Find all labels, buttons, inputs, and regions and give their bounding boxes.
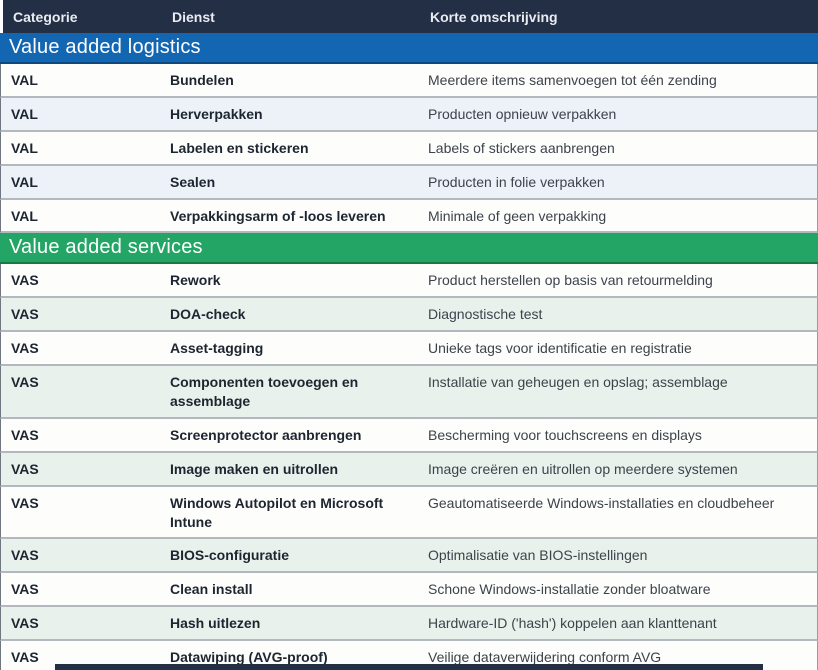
table-body: Value added logistics VAL Bundelen Meerd…: [0, 33, 818, 670]
cell-dienst: BIOS-configuratie: [170, 547, 290, 564]
cell-dienst: Sealen: [170, 173, 216, 190]
cell-categorie: VAS: [11, 581, 39, 598]
cell-categorie: VAL: [11, 173, 38, 190]
cell-dienst: Asset-tagging: [170, 340, 264, 357]
cell-categorie: VAS: [11, 547, 39, 564]
cell-omschrijving: Unieke tags voor identificatie en regist…: [428, 340, 692, 357]
cell-dienst: Windows Autopilot en Microsoft Intune: [170, 494, 384, 530]
cell-dienst: Herverpakken: [170, 105, 263, 122]
cell-categorie: VAL: [11, 207, 38, 224]
cell-omschrijving: Producten opnieuw verpakken: [428, 105, 617, 122]
table-row: VAS Componenten toevoegen en assemblage …: [0, 366, 818, 419]
cell-omschrijving: Producten in folie verpakken: [428, 173, 605, 190]
cell-omschrijving: Veilige dataverwijdering conform AVG: [428, 649, 662, 666]
table-row: VAS DOA-check Diagnostische test: [0, 298, 818, 333]
table-row: VAL Herverpakken Producten opnieuw verpa…: [0, 97, 818, 132]
cell-dienst: Labelen en stickeren: [170, 139, 309, 156]
bottom-partial-bar: [55, 664, 763, 670]
table-row: VAS Windows Autopilot en Microsoft Intun…: [0, 486, 818, 540]
cell-dienst: Componenten toevoegen en assemblage: [170, 374, 359, 410]
section-header: Value added logistics: [0, 33, 818, 64]
cell-dienst: Datawiping (AVG-proof): [170, 649, 328, 666]
table-row: VAL Labelen en stickeren Labels of stick…: [0, 131, 818, 166]
cell-omschrijving: Installatie van geheugen en opslag; asse…: [428, 374, 728, 391]
table-row: VAS Asset-tagging Unieke tags voor ident…: [0, 332, 818, 367]
column-header-korte-omschrijving: Korte omschrijving: [430, 8, 558, 25]
column-header-dienst: Dienst: [172, 8, 215, 25]
cell-omschrijving: Minimale of geen verpakking: [428, 207, 607, 224]
cell-categorie: VAS: [11, 649, 39, 666]
cell-omschrijving: Optimalisatie van BIOS-instellingen: [428, 547, 648, 564]
table-row: VAL Verpakkingsarm of -loos leveren Mini…: [0, 199, 818, 234]
table-header: Categorie Dienst Korte omschrijving: [0, 0, 818, 33]
cell-omschrijving: Hardware-ID ('hash') koppelen aan klantt…: [428, 615, 717, 632]
section-title: Value added services: [9, 236, 203, 259]
cell-dienst: Image maken en uitrollen: [170, 460, 339, 477]
section-title: Value added logistics: [9, 36, 201, 58]
cell-categorie: VAS: [11, 615, 39, 632]
table-row: VAL Sealen Producten in folie verpakken: [0, 165, 818, 200]
cell-categorie: VAS: [11, 272, 39, 289]
cell-dienst: DOA-check: [170, 306, 246, 323]
table-row: VAS Hash uitlezen Hardware-ID ('hash') k…: [0, 607, 818, 642]
cell-categorie: VAS: [11, 374, 39, 391]
cell-dienst: Bundelen: [170, 72, 234, 88]
table-row: VAS BIOS-configuratie Optimalisatie van …: [0, 539, 818, 574]
cell-categorie: VAL: [11, 139, 38, 156]
cell-omschrijving: Bescherming voor touchscreens en display…: [428, 426, 702, 443]
cell-categorie: VAS: [11, 306, 39, 323]
cell-omschrijving: Diagnostische test: [428, 306, 543, 323]
cell-categorie: VAS: [11, 494, 39, 511]
cell-omschrijving: Labels of stickers aanbrengen: [428, 139, 615, 156]
cell-omschrijving: Meerdere items samenvoegen tot één zendi…: [428, 72, 717, 88]
cell-omschrijving: Image creëren en uitrollen op meerdere s…: [428, 460, 738, 477]
section-header: Value added services: [0, 233, 818, 265]
cell-omschrijving: Schone Windows-installatie zonder bloatw…: [428, 581, 711, 598]
cell-omschrijving: Product herstellen op basis van retourme…: [428, 272, 713, 289]
cell-categorie: VAS: [11, 426, 39, 443]
cell-omschrijving: Geautomatiseerde Windows-installaties en…: [428, 494, 775, 511]
cell-categorie: VAL: [11, 105, 38, 122]
cell-categorie: VAS: [11, 340, 39, 357]
cell-dienst: Verpakkingsarm of -loos leveren: [170, 207, 386, 224]
table-row: VAS Image maken en uitrollen Image creër…: [0, 452, 818, 487]
table-row: VAS Screenprotector aanbrengen Beschermi…: [0, 418, 818, 453]
table-row: VAS Rework Product herstellen op basis v…: [0, 264, 818, 299]
cell-categorie: VAS: [11, 460, 39, 477]
cell-dienst: Rework: [170, 272, 221, 289]
cell-dienst: Screenprotector aanbrengen: [170, 426, 362, 443]
table-row: VAS Clean install Schone Windows-install…: [0, 573, 818, 608]
cell-dienst: Clean install: [170, 581, 253, 598]
column-header-categorie: Categorie: [13, 8, 78, 25]
table-row: VAL Bundelen Meerdere items samenvoegen …: [0, 64, 818, 98]
cell-dienst: Hash uitlezen: [170, 615, 261, 632]
cell-categorie: VAL: [11, 72, 38, 88]
